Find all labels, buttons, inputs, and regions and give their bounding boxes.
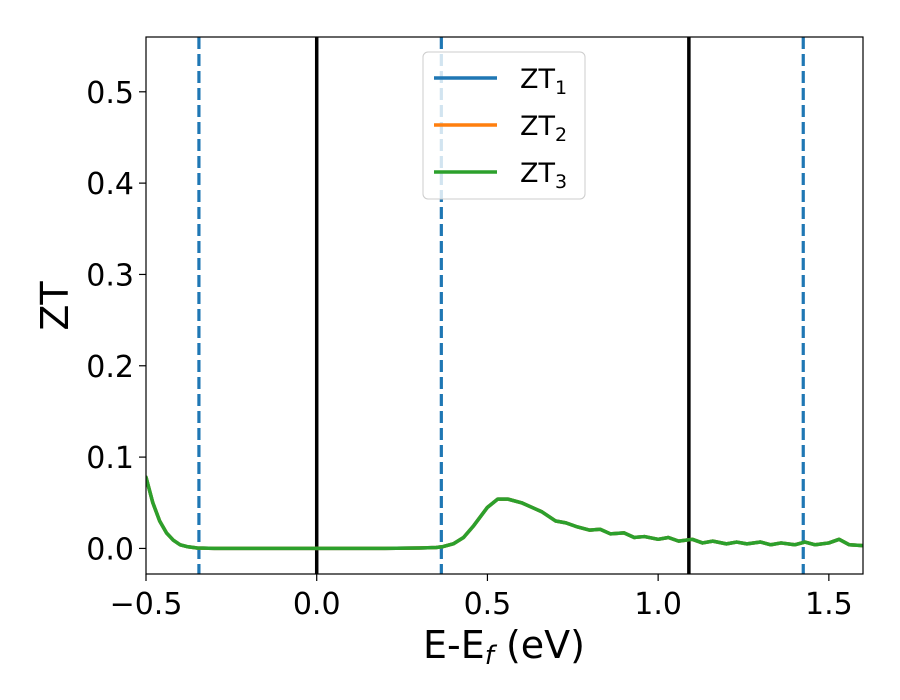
y-axis-ticks: 0.0 0.1 0.2 0.3 0.4 0.5 bbox=[86, 76, 146, 567]
x-axis-label: E-Ef (eV) bbox=[423, 623, 585, 671]
y-tick-label: 0.0 bbox=[86, 532, 134, 567]
legend-items: ZT1 ZT2 ZT3 bbox=[434, 64, 567, 193]
x-tick-label: 0.0 bbox=[293, 587, 341, 622]
legend: ZT1 ZT2 ZT3 bbox=[422, 51, 586, 200]
x-tick-label: 1.0 bbox=[634, 587, 682, 622]
series-lines bbox=[146, 475, 863, 551]
legend-box bbox=[422, 51, 586, 200]
x-tick-label: 1.5 bbox=[805, 587, 853, 622]
y-tick-label: 0.5 bbox=[86, 76, 134, 111]
legend-label-1: ZT1 bbox=[520, 64, 567, 99]
y-axis-label: ZT bbox=[33, 281, 77, 331]
x-tick-label: 0.5 bbox=[464, 587, 512, 622]
y-tick-label: 0.1 bbox=[86, 441, 134, 476]
x-axis-ticks: −0.5 0.0 0.5 1.0 1.5 bbox=[110, 574, 853, 622]
vertical-reference-lines bbox=[197, 37, 805, 574]
x-tick-label: −0.5 bbox=[110, 587, 183, 622]
y-tick-label: 0.4 bbox=[86, 167, 134, 202]
legend-label-2: ZT2 bbox=[520, 111, 567, 146]
series-line-3 bbox=[146, 475, 863, 551]
plot-area-frame bbox=[145, 36, 864, 575]
legend-label-3: ZT3 bbox=[520, 158, 567, 193]
y-tick-label: 0.3 bbox=[86, 258, 134, 293]
y-tick-label: 0.2 bbox=[86, 350, 134, 385]
